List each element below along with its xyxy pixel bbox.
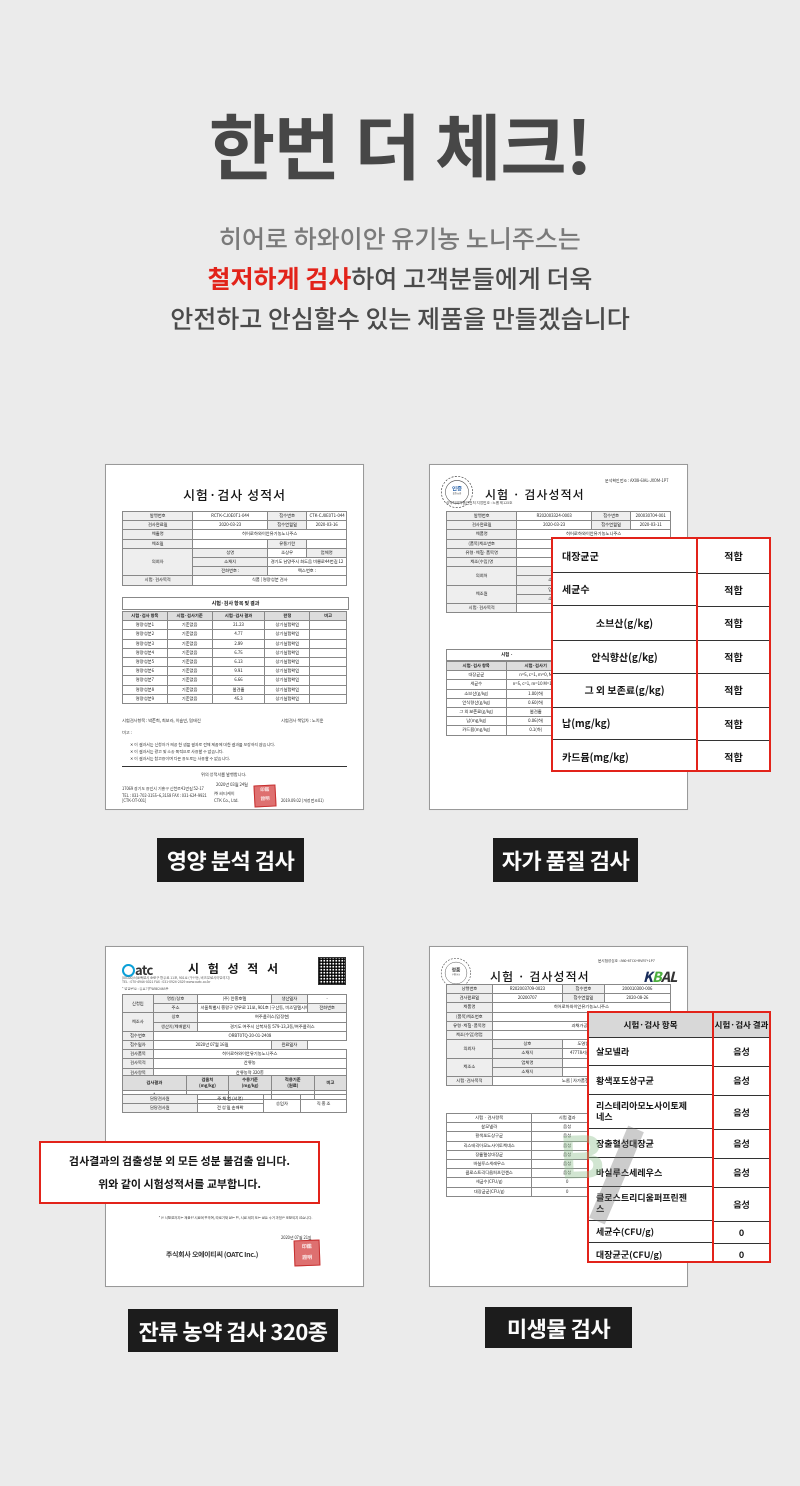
svg-text:인증: 인증 — [452, 484, 462, 492]
svg-text:인증마크: 인증마크 — [452, 973, 460, 977]
svg-text:품질보증: 품질보증 — [453, 492, 463, 496]
